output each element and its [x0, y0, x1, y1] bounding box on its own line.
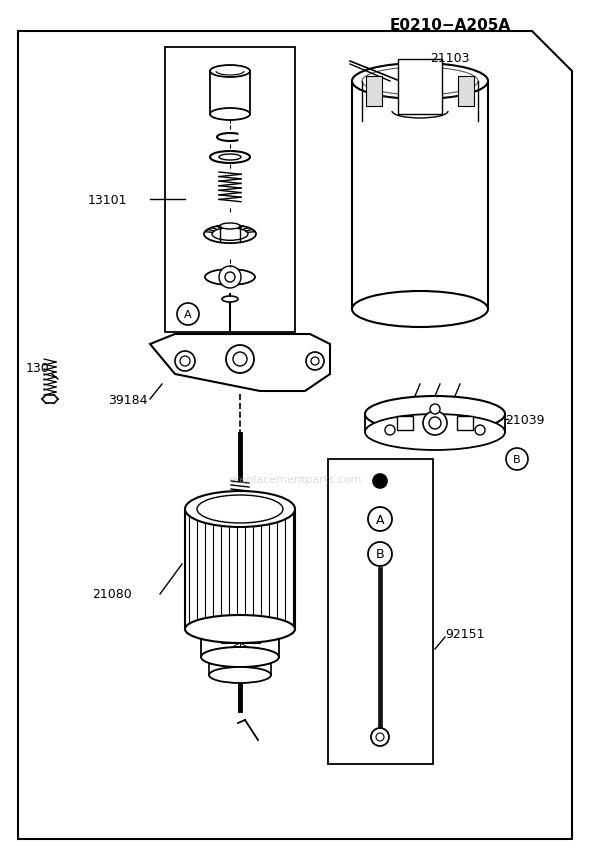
Text: A: A	[184, 310, 192, 319]
Ellipse shape	[212, 228, 248, 241]
Ellipse shape	[210, 66, 250, 77]
Circle shape	[506, 449, 528, 470]
Circle shape	[225, 273, 235, 282]
Circle shape	[475, 425, 485, 436]
Ellipse shape	[365, 397, 505, 432]
Text: B: B	[513, 455, 521, 464]
Ellipse shape	[220, 224, 240, 230]
Ellipse shape	[219, 155, 241, 161]
Circle shape	[373, 474, 387, 488]
Bar	[397, 417, 413, 430]
Circle shape	[233, 353, 247, 367]
Circle shape	[376, 734, 384, 741]
Text: 21103: 21103	[430, 52, 470, 65]
Circle shape	[226, 345, 254, 374]
Circle shape	[219, 267, 241, 288]
Ellipse shape	[197, 495, 283, 523]
Ellipse shape	[185, 492, 295, 528]
Circle shape	[306, 353, 324, 370]
Polygon shape	[18, 32, 572, 839]
Ellipse shape	[222, 297, 238, 303]
Circle shape	[311, 357, 319, 366]
Text: 92151: 92151	[445, 628, 484, 641]
Polygon shape	[150, 335, 330, 392]
Ellipse shape	[210, 152, 250, 164]
Text: E0210−A205A: E0210−A205A	[390, 18, 511, 33]
Ellipse shape	[210, 108, 250, 121]
Circle shape	[177, 304, 199, 325]
Ellipse shape	[204, 226, 256, 244]
Text: 21080: 21080	[92, 588, 132, 601]
Circle shape	[175, 351, 195, 372]
Text: 13101: 13101	[88, 193, 127, 207]
Text: A: A	[376, 513, 384, 526]
Circle shape	[368, 507, 392, 531]
Ellipse shape	[185, 616, 295, 643]
Circle shape	[385, 425, 395, 436]
Ellipse shape	[365, 414, 505, 450]
Circle shape	[423, 412, 447, 436]
Circle shape	[371, 728, 389, 746]
Bar	[398, 60, 442, 115]
Text: 21039: 21039	[505, 413, 545, 426]
Ellipse shape	[352, 64, 488, 100]
Text: 39184: 39184	[108, 393, 148, 406]
Bar	[366, 77, 382, 107]
Ellipse shape	[209, 667, 271, 684]
Bar	[165, 48, 295, 332]
Bar	[457, 417, 473, 430]
Ellipse shape	[205, 269, 255, 286]
Ellipse shape	[201, 647, 279, 667]
Bar	[328, 460, 433, 764]
Circle shape	[368, 542, 392, 567]
Text: 130: 130	[26, 361, 50, 374]
Circle shape	[430, 405, 440, 414]
Text: B: B	[376, 548, 384, 561]
Text: ereplacementparts.com: ereplacementparts.com	[228, 474, 362, 485]
Bar	[458, 77, 474, 107]
Circle shape	[429, 418, 441, 430]
Ellipse shape	[352, 292, 488, 328]
Bar	[378, 567, 382, 728]
Circle shape	[180, 356, 190, 367]
